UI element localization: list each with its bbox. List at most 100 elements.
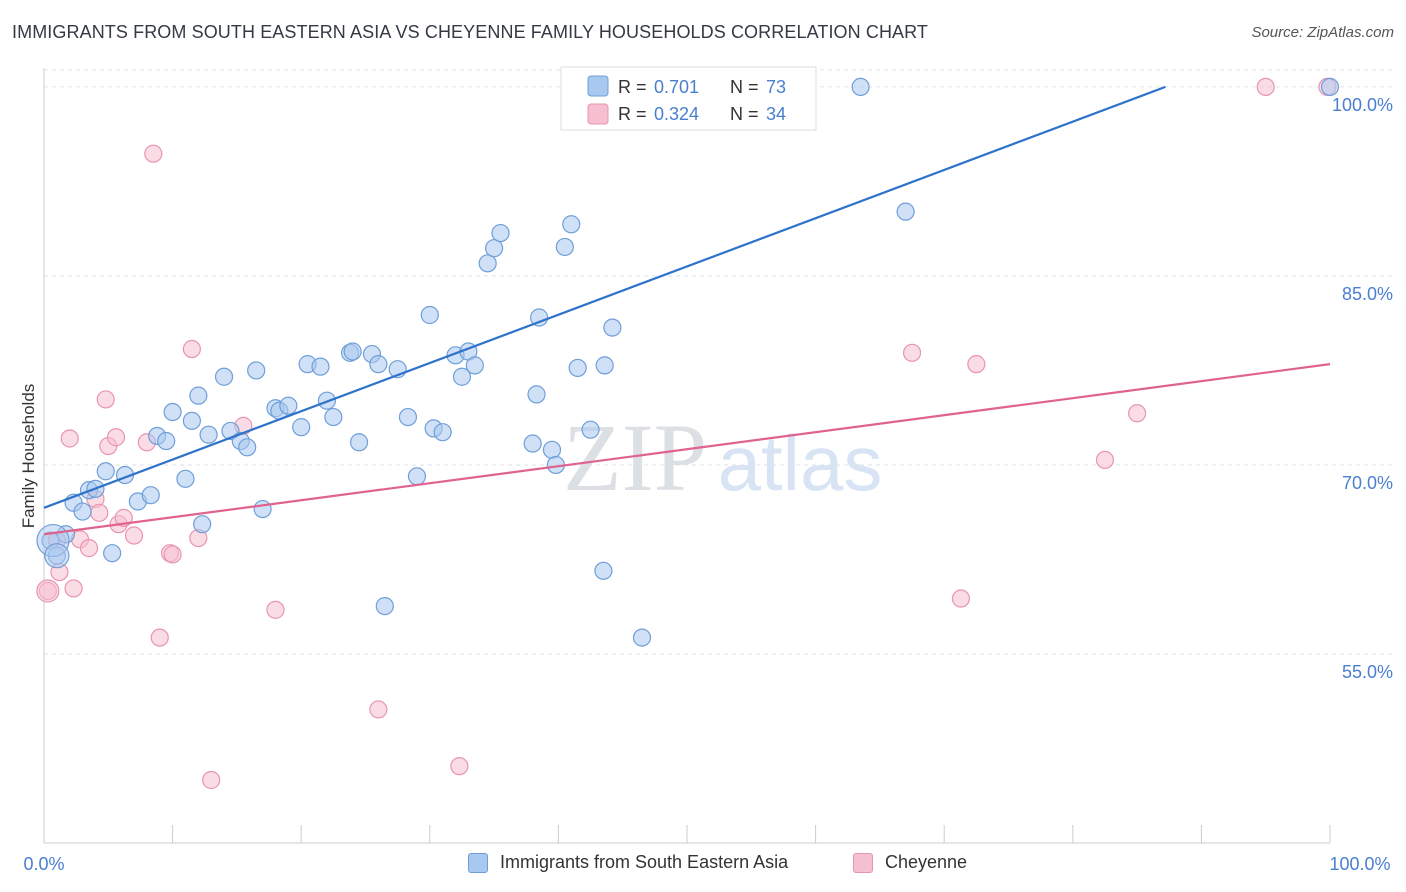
sea-point-51 <box>485 239 504 258</box>
sea-point-60 <box>568 358 587 378</box>
sea-point-14 <box>163 402 182 422</box>
sea-point-11 <box>141 486 160 505</box>
cheyenne-point-26 <box>450 757 469 776</box>
sea-point-62 <box>594 561 613 580</box>
sea-point-59 <box>562 215 581 234</box>
legend: R = 0.701 N = 73 R = 0.324 N = 34 <box>560 66 817 131</box>
cheyenne-point-4 <box>64 579 83 598</box>
sea-point-54 <box>527 385 546 404</box>
series-sea-points <box>36 77 1340 647</box>
sea-point-41 <box>398 407 418 427</box>
legend-r-label-cheyenne: R = <box>618 104 647 124</box>
sea-point-42 <box>407 467 427 486</box>
cheyenne-point-9 <box>96 390 115 409</box>
sea-point-58 <box>555 237 574 257</box>
axes <box>43 68 1331 844</box>
cheyenne-point-24 <box>266 600 285 619</box>
sea-point-65 <box>632 628 652 647</box>
cheyenne-point-32 <box>1256 77 1275 97</box>
cheyenne-point-20 <box>182 339 201 359</box>
sea-point-17 <box>189 386 208 405</box>
sea-point-25 <box>253 499 272 519</box>
bottom-legend-label-cheyenne: Cheyenne <box>885 852 968 872</box>
sea-point-36 <box>349 433 369 452</box>
y-tick-label-2: 85.0% <box>1342 284 1393 304</box>
cheyenne-point-25 <box>369 700 388 719</box>
bottom-legend-item-cheyenne: Cheyenne <box>853 852 967 873</box>
cheyenne-point-17 <box>150 628 169 647</box>
sea-point-66 <box>851 77 870 97</box>
bottom-legend-item-sea: Immigrants from South Eastern Asia <box>468 852 788 873</box>
legend-n-value-cheyenne: 34 <box>766 104 786 124</box>
sea-point-29 <box>292 418 311 437</box>
sea-point-24 <box>247 361 266 380</box>
cheyenne-point-30 <box>1095 450 1115 470</box>
sea-point-47 <box>452 367 472 386</box>
bottom-legend-label-sea: Immigrants from South Eastern Asia <box>500 852 789 872</box>
sea-point-4 <box>73 502 92 521</box>
y-tick-labels: 55.0% 70.0% 85.0% 100.0% <box>1332 95 1393 682</box>
sea-point-cluster-1 <box>44 543 70 569</box>
legend-r-value-sea: 0.701 <box>654 77 699 97</box>
trend-lines <box>43 85 1331 536</box>
y-tick-label-3: 100.0% <box>1332 95 1393 115</box>
legend-r-label-sea: R = <box>618 77 647 97</box>
sea-point-63 <box>595 356 614 375</box>
bottom-legend-swatch-cheyenne <box>853 852 873 873</box>
cheyenne-point-11 <box>106 428 126 447</box>
sea-point-43 <box>420 305 439 325</box>
legend-swatch-sea <box>587 75 609 97</box>
sea-trend-line <box>43 85 1166 509</box>
sea-point-18 <box>193 515 212 534</box>
sea-point-68 <box>1320 77 1340 97</box>
sea-point-33 <box>324 407 343 427</box>
cheyenne-point-19 <box>163 545 182 564</box>
cheyenne-point-27 <box>902 343 922 362</box>
sea-point-8 <box>103 544 122 563</box>
watermark-zip: ZIP <box>563 404 707 511</box>
sea-point-39 <box>375 596 394 616</box>
cheyenne-point-3 <box>60 429 79 448</box>
sea-point-7 <box>96 462 115 481</box>
cheyenne-point-28 <box>951 589 971 608</box>
legend-swatch-cheyenne <box>587 103 609 125</box>
sea-point-15 <box>176 469 195 488</box>
x-tick-label-min: 0.0% <box>23 854 64 874</box>
cheyenne-point-31 <box>1127 404 1147 423</box>
sea-point-67 <box>896 202 915 221</box>
sea-point-13 <box>157 431 176 451</box>
bottom-legend-swatch-sea <box>468 852 488 873</box>
legend-n-label-sea: N = <box>730 77 759 97</box>
x-tick-label-max: 100.0% <box>1329 854 1390 874</box>
sea-point-16 <box>182 411 201 430</box>
sea-point-61 <box>581 420 600 439</box>
cheyenne-point-cluster-0 <box>36 579 60 603</box>
sea-point-35 <box>343 342 362 361</box>
cheyenne-point-14 <box>124 526 144 545</box>
sea-point-45 <box>433 423 452 442</box>
legend-n-label-cheyenne: N = <box>730 104 759 124</box>
legend-r-value-cheyenne: 0.324 <box>654 104 699 124</box>
cheyenne-point-29 <box>967 355 986 374</box>
sea-point-56 <box>542 440 562 459</box>
watermark: ZIP atlas <box>563 404 882 511</box>
cheyenne-trend-line <box>43 363 1331 536</box>
sea-point-64 <box>603 318 622 337</box>
cheyenne-point-6 <box>79 539 99 558</box>
grid-lines <box>44 69 1395 655</box>
sea-point-55 <box>530 308 549 327</box>
y-axis-label: Family Households <box>19 384 38 529</box>
sea-point-19 <box>199 425 218 444</box>
cheyenne-point-22 <box>202 770 221 790</box>
sea-point-20 <box>214 367 234 386</box>
legend-n-value-sea: 73 <box>766 77 786 97</box>
chart-title: IMMIGRANTS FROM SOUTH EASTERN ASIA VS CH… <box>12 22 929 42</box>
x-tick-labels: 0.0% 100.0% <box>23 854 1390 874</box>
source-label: Source: ZipAtlas.com <box>1251 24 1394 41</box>
sea-point-50 <box>478 254 497 273</box>
sea-point-53 <box>523 434 542 453</box>
sea-point-28 <box>279 396 298 415</box>
cheyenne-point-8 <box>90 503 109 522</box>
bottom-legend: Immigrants from South Eastern Asia Cheye… <box>0 852 1406 878</box>
